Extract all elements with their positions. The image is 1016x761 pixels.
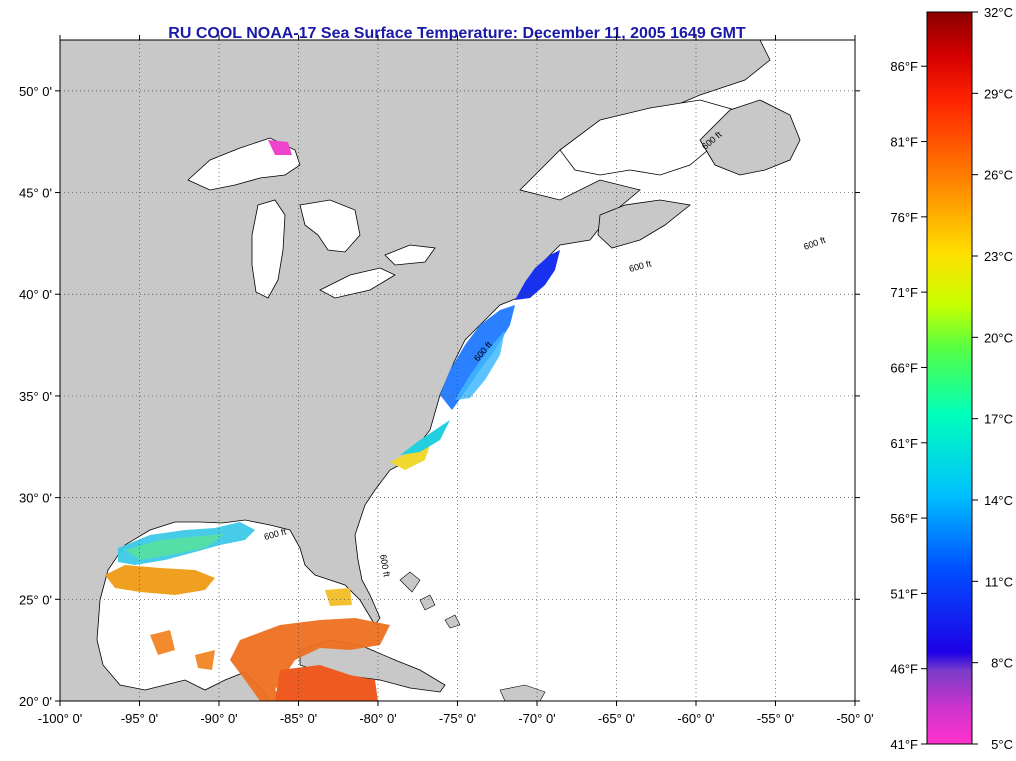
sst-gulf-west — [105, 565, 215, 595]
map-panel — [60, 40, 855, 701]
newfoundland — [699, 99, 801, 176]
lake-superior — [187, 137, 301, 191]
lon-tick-label: -75° 0' — [439, 711, 476, 726]
colorbar-celsius-label: 32°C — [984, 5, 1013, 20]
colorbar-celsius-label: 20°C — [984, 330, 1013, 345]
lat-tick-label: 50° 0' — [19, 84, 52, 99]
colorbar-fahrenheit-label: 86°F — [890, 59, 918, 74]
lat-tick-label: 45° 0' — [19, 186, 52, 201]
colorbar-gradient — [926, 11, 973, 745]
sst-mid-atlantic — [440, 305, 515, 410]
sst-caribbean — [275, 665, 378, 701]
colorbar-fahrenheit-label: 56°F — [890, 511, 918, 526]
sst-florida-west — [325, 588, 352, 606]
colorbar-fahrenheit-labels: 86°F 81°F 76°F 71°F 66°F 61°F 56°F 51°F 46°F 41°F — [890, 59, 927, 752]
gulf-st-lawrence — [559, 99, 736, 176]
sst-gulf-south — [230, 618, 390, 701]
page-title: RU COOL NOAA-17 Sea Surface Temperature:… — [168, 25, 746, 42]
lon-tick-label: -50° 0' — [836, 711, 873, 726]
lon-tick-label: -85° 0' — [280, 711, 317, 726]
lon-tick-label: -80° 0' — [359, 711, 396, 726]
lon-tick-label: -95° 0' — [121, 711, 158, 726]
north-america-land — [60, 40, 771, 701]
lon-tick-label: -55° 0' — [757, 711, 794, 726]
colorbar-celsius-label: 17°C — [984, 412, 1013, 427]
longitude-axis: -100° 0' -95° 0' -90° 0' -85° 0' -80° 0' -75°… — [38, 35, 874, 726]
lat-tick-label: 30° 0' — [19, 491, 52, 506]
sst-gulf-north-cool — [125, 534, 225, 560]
lon-tick-label: -70° 0' — [518, 711, 555, 726]
colorbar-celsius-label: 14°C — [984, 493, 1013, 508]
colorbar-celsius-label: 23°C — [984, 249, 1013, 264]
colorbar-celsius-label: 8°C — [991, 656, 1013, 671]
colorbar-fahrenheit-label: 46°F — [890, 662, 918, 677]
colorbar-fahrenheit-label: 61°F — [890, 436, 918, 451]
sst-mid-atlantic-shelf — [455, 330, 505, 400]
contour-label-florida: 600 ft — [378, 554, 392, 578]
lat-tick-label: 20° 0' — [19, 694, 52, 709]
sst-cold-patch — [268, 140, 292, 155]
colorbar-celsius-label: 29°C — [984, 86, 1013, 101]
sst-gulf-patch-1 — [150, 630, 215, 670]
colorbar-fahrenheit-label: 81°F — [890, 135, 918, 150]
colorbar-fahrenheit-label: 66°F — [890, 360, 918, 375]
lat-tick-label: 35° 0' — [19, 389, 52, 404]
lake-huron — [299, 199, 361, 253]
colorbar-celsius-label: 5°C — [991, 737, 1013, 752]
map-grid — [60, 40, 855, 701]
nova-scotia — [597, 199, 691, 249]
colorbar-fahrenheit-label: 41°F — [890, 737, 918, 752]
colorbar-celsius-label: 26°C — [984, 168, 1013, 183]
lat-tick-label: 25° 0' — [19, 592, 52, 607]
lat-tick-label: 40° 0' — [19, 287, 52, 302]
lon-tick-label: -100° 0' — [38, 711, 83, 726]
lon-tick-label: -90° 0' — [200, 711, 237, 726]
lon-tick-label: -65° 0' — [598, 711, 635, 726]
bahamas — [399, 571, 461, 629]
colorbar-fahrenheit-label: 76°F — [890, 210, 918, 225]
lake-erie — [319, 267, 396, 299]
colorbar-celsius-label: 11°C — [985, 574, 1013, 589]
sst-carolina — [400, 420, 450, 455]
lake-ontario — [384, 244, 436, 266]
colorbar: 32°C 29°C 26°C 23°C 20°C 17°C 14°C 11°C 8°C 5°C 8… — [890, 5, 1013, 752]
hispaniola — [499, 684, 546, 701]
lake-michigan — [251, 199, 286, 299]
sst-gulf-of-maine — [515, 250, 560, 300]
lon-tick-label: -60° 0' — [677, 711, 714, 726]
colorbar-celsius-labels: 32°C 29°C 26°C 23°C 20°C 17°C 14°C 11°C 8°C 5°C — [972, 5, 1013, 752]
colorbar-fahrenheit-label: 51°F — [890, 586, 918, 601]
latitude-axis: 20° 0' 25° 0' 30° 0' 35° 0' 40° 0' 45° 0' 50° … — [19, 84, 860, 709]
colorbar-fahrenheit-label: 71°F — [890, 285, 918, 300]
